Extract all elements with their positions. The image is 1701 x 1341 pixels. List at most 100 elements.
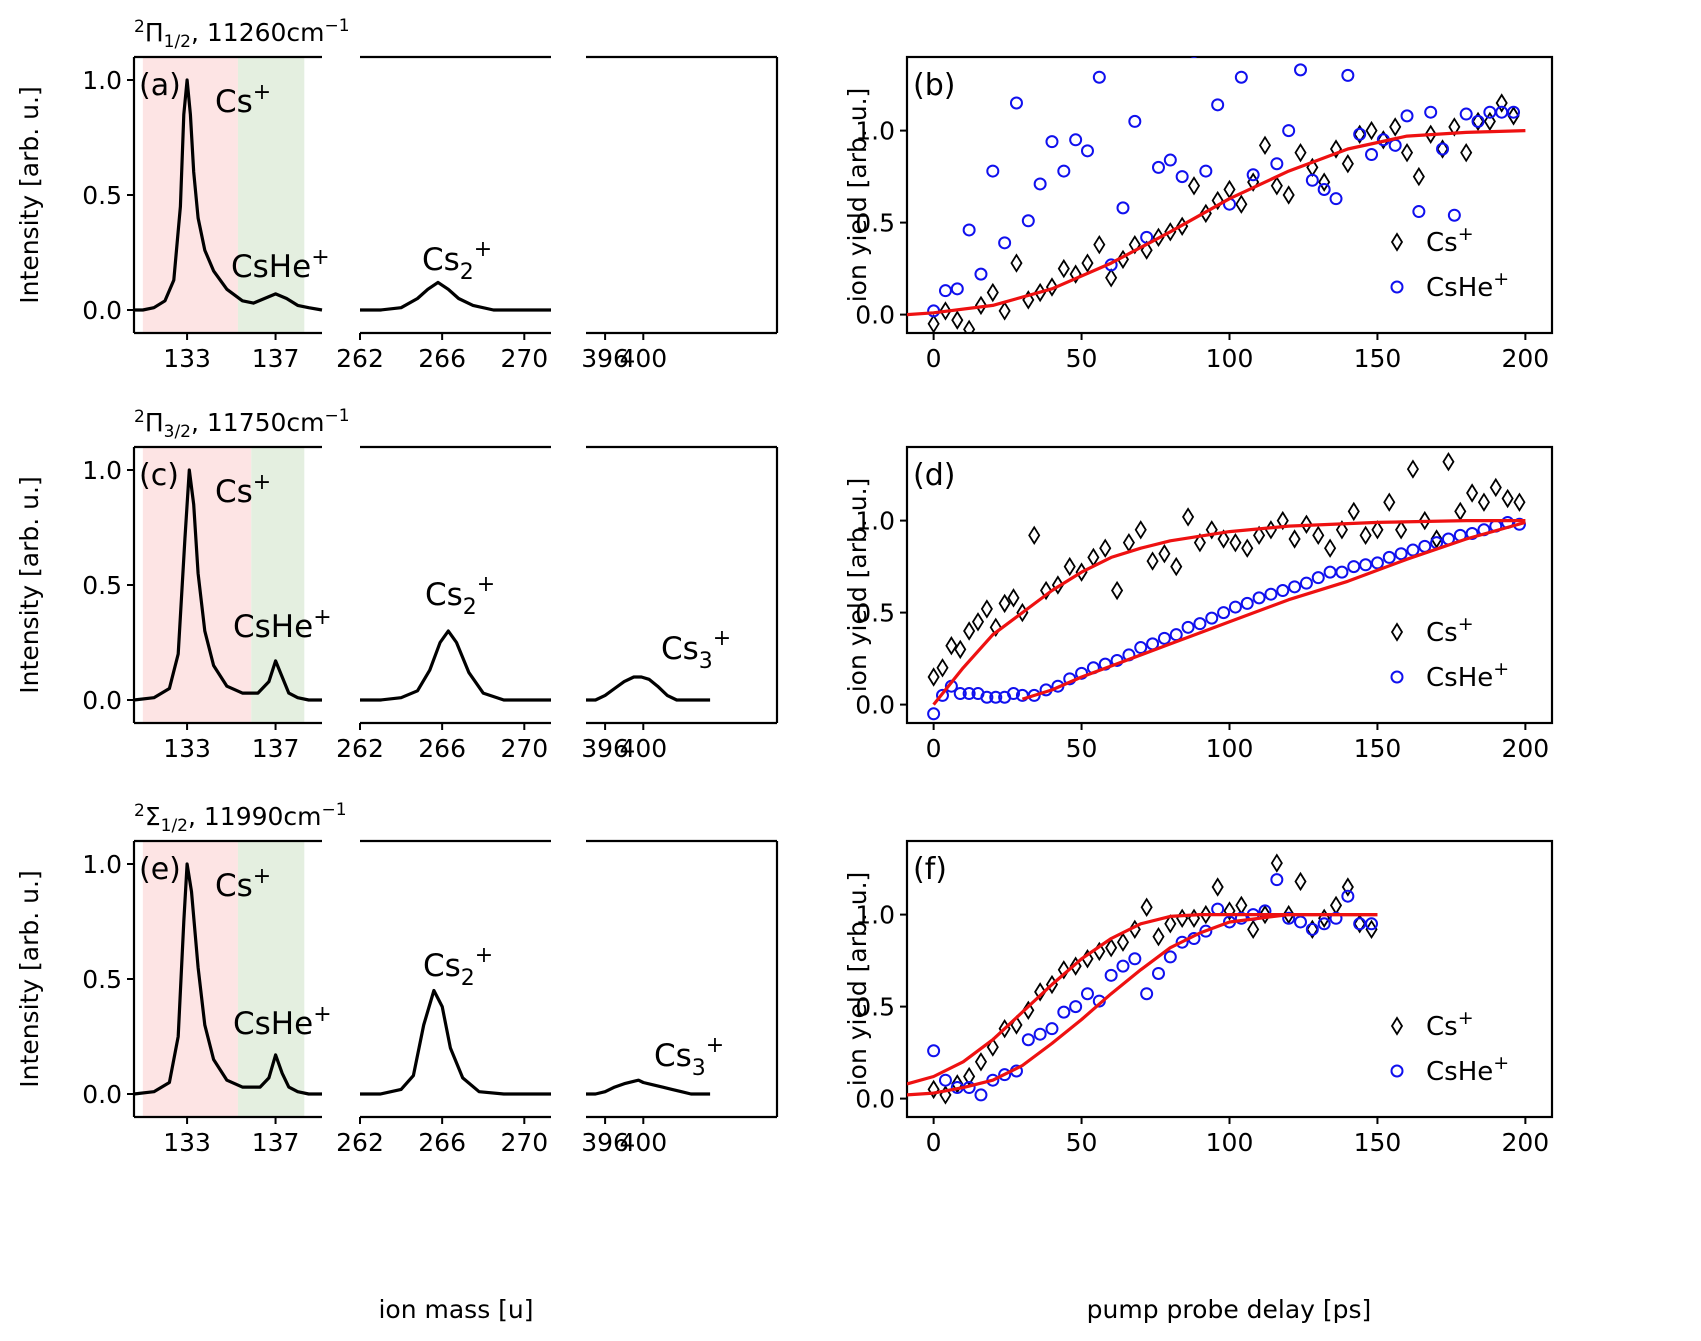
cshe-point xyxy=(1190,57,1198,58)
cs-point xyxy=(939,301,952,321)
cs2-peak-label: Cs2+ xyxy=(425,572,495,620)
row-1: 2Π1/2, 11260cm−1 Intensity [arb. u.] 0.0 0.… xyxy=(15,16,1554,373)
spectrum-segment-1: 133 137 xyxy=(132,445,322,763)
cs-point xyxy=(1371,520,1384,540)
spectrum-y-tick-label: 0.0 xyxy=(82,296,122,325)
cs-point xyxy=(1187,176,1201,196)
spectrum-y-label: Intensity [arb. u.] xyxy=(15,476,44,693)
spectrum-y-label: Intensity [arb. u.] xyxy=(15,86,44,303)
cshe-point xyxy=(1217,606,1231,620)
cs-point xyxy=(1324,538,1337,558)
cs-point xyxy=(1448,117,1461,137)
cs-point xyxy=(1300,514,1313,534)
cs-point xyxy=(1028,525,1041,546)
cs-point xyxy=(1389,117,1402,137)
kinetics-x-tick-label: 200 xyxy=(1502,1128,1550,1157)
cs-point xyxy=(1170,556,1183,577)
cshe-point xyxy=(962,687,976,701)
cs-point xyxy=(1489,477,1502,498)
cs-peak-label: Cs+ xyxy=(215,80,271,120)
cs-point xyxy=(1282,904,1295,925)
state-title: 2Π1/2, 11260cm−1 xyxy=(134,16,350,52)
cs-point xyxy=(1134,520,1147,540)
cs-point xyxy=(1199,904,1212,925)
cs-point xyxy=(1418,510,1431,531)
kinetics-x-tick-label: 150 xyxy=(1354,734,1402,763)
spectrum-x-tick-label: 396 xyxy=(581,734,629,763)
cshe-point xyxy=(1163,950,1177,964)
cshe-point xyxy=(1365,148,1379,162)
cs-point xyxy=(1105,268,1118,288)
kinetics-x-tick-label: 150 xyxy=(1354,344,1402,373)
cshe-point xyxy=(1134,641,1148,655)
cs-point xyxy=(1495,93,1508,113)
cshe-point xyxy=(1175,170,1189,184)
cs-point xyxy=(1051,575,1064,595)
kinetics-x-tick-label: 100 xyxy=(1206,1128,1254,1157)
cs-point xyxy=(1164,914,1177,934)
cshe-point xyxy=(1181,620,1195,634)
cs-point xyxy=(1471,111,1485,132)
cs-point xyxy=(1128,234,1141,255)
cs-point xyxy=(1294,142,1307,163)
cs-point xyxy=(971,612,985,632)
cshe-point xyxy=(1205,611,1219,625)
cshe-point xyxy=(927,1044,941,1058)
spectrum-x-tick-label: 400 xyxy=(619,1128,667,1157)
kinetics-data xyxy=(927,452,1526,721)
cs-point xyxy=(1347,501,1360,522)
cshe-mass-window xyxy=(237,57,305,333)
cs-point xyxy=(1223,179,1236,200)
cshe-point xyxy=(1116,201,1130,215)
cs-point xyxy=(1187,908,1201,928)
kinetics-y-tick-label: 0.5 xyxy=(855,209,895,238)
cs-point xyxy=(1353,914,1366,934)
cshe-point xyxy=(1264,587,1278,601)
cshe-point xyxy=(936,688,950,702)
cshe-point xyxy=(1353,127,1367,141)
panel-letter: (f) xyxy=(913,852,947,887)
spectrum-y-tick-label: 0.0 xyxy=(82,686,122,715)
fit-curve xyxy=(907,912,1378,1086)
cs-point xyxy=(1205,520,1218,540)
cs-point xyxy=(1034,982,1047,1002)
cs-point xyxy=(963,621,976,641)
kinetics-y-tick-label: 0.5 xyxy=(855,993,895,1022)
cs-point xyxy=(1270,853,1283,873)
cs-point xyxy=(1247,919,1260,940)
cs-point xyxy=(1010,253,1023,273)
cs-point xyxy=(1182,507,1195,527)
kinetics-data xyxy=(907,853,1379,1105)
cshe-point xyxy=(1382,550,1396,564)
spectrum-x-tick-label: 266 xyxy=(418,734,466,763)
panel-letter: (c) xyxy=(139,458,179,493)
cshe-point xyxy=(1151,966,1165,980)
cshe-point xyxy=(950,282,964,296)
cshe-point xyxy=(1359,558,1373,572)
spectrum-x-tick-label: 400 xyxy=(619,734,667,763)
cshe-point xyxy=(1151,160,1165,174)
cs-point xyxy=(1306,919,1319,940)
legend-cs-label: Cs+ xyxy=(1426,223,1474,258)
spectrum-x-tick-label: 133 xyxy=(163,344,211,373)
cs-point xyxy=(1258,135,1272,156)
cs-point xyxy=(1235,194,1248,214)
cshe-point xyxy=(1299,576,1313,590)
cs-point xyxy=(1430,529,1443,549)
kinetics-x-tick-label: 0 xyxy=(926,344,942,373)
cs-point xyxy=(945,636,958,656)
cs-peak-label: Cs+ xyxy=(215,470,271,510)
cshe-point xyxy=(1027,688,1041,702)
state-title: 2Σ1/2, 11990cm−1 xyxy=(134,800,347,836)
cshe-point xyxy=(1240,596,1254,610)
cs-point xyxy=(1099,538,1112,558)
legend-cshe-label: CsHe+ xyxy=(1426,658,1509,693)
cshe-point xyxy=(1471,114,1485,128)
cshe-point xyxy=(1507,105,1521,119)
cshe-point xyxy=(938,284,952,298)
cshe-point xyxy=(1335,565,1349,579)
spectrum-trace xyxy=(360,988,551,1096)
cs3-peak-label: Cs3+ xyxy=(654,1033,724,1081)
